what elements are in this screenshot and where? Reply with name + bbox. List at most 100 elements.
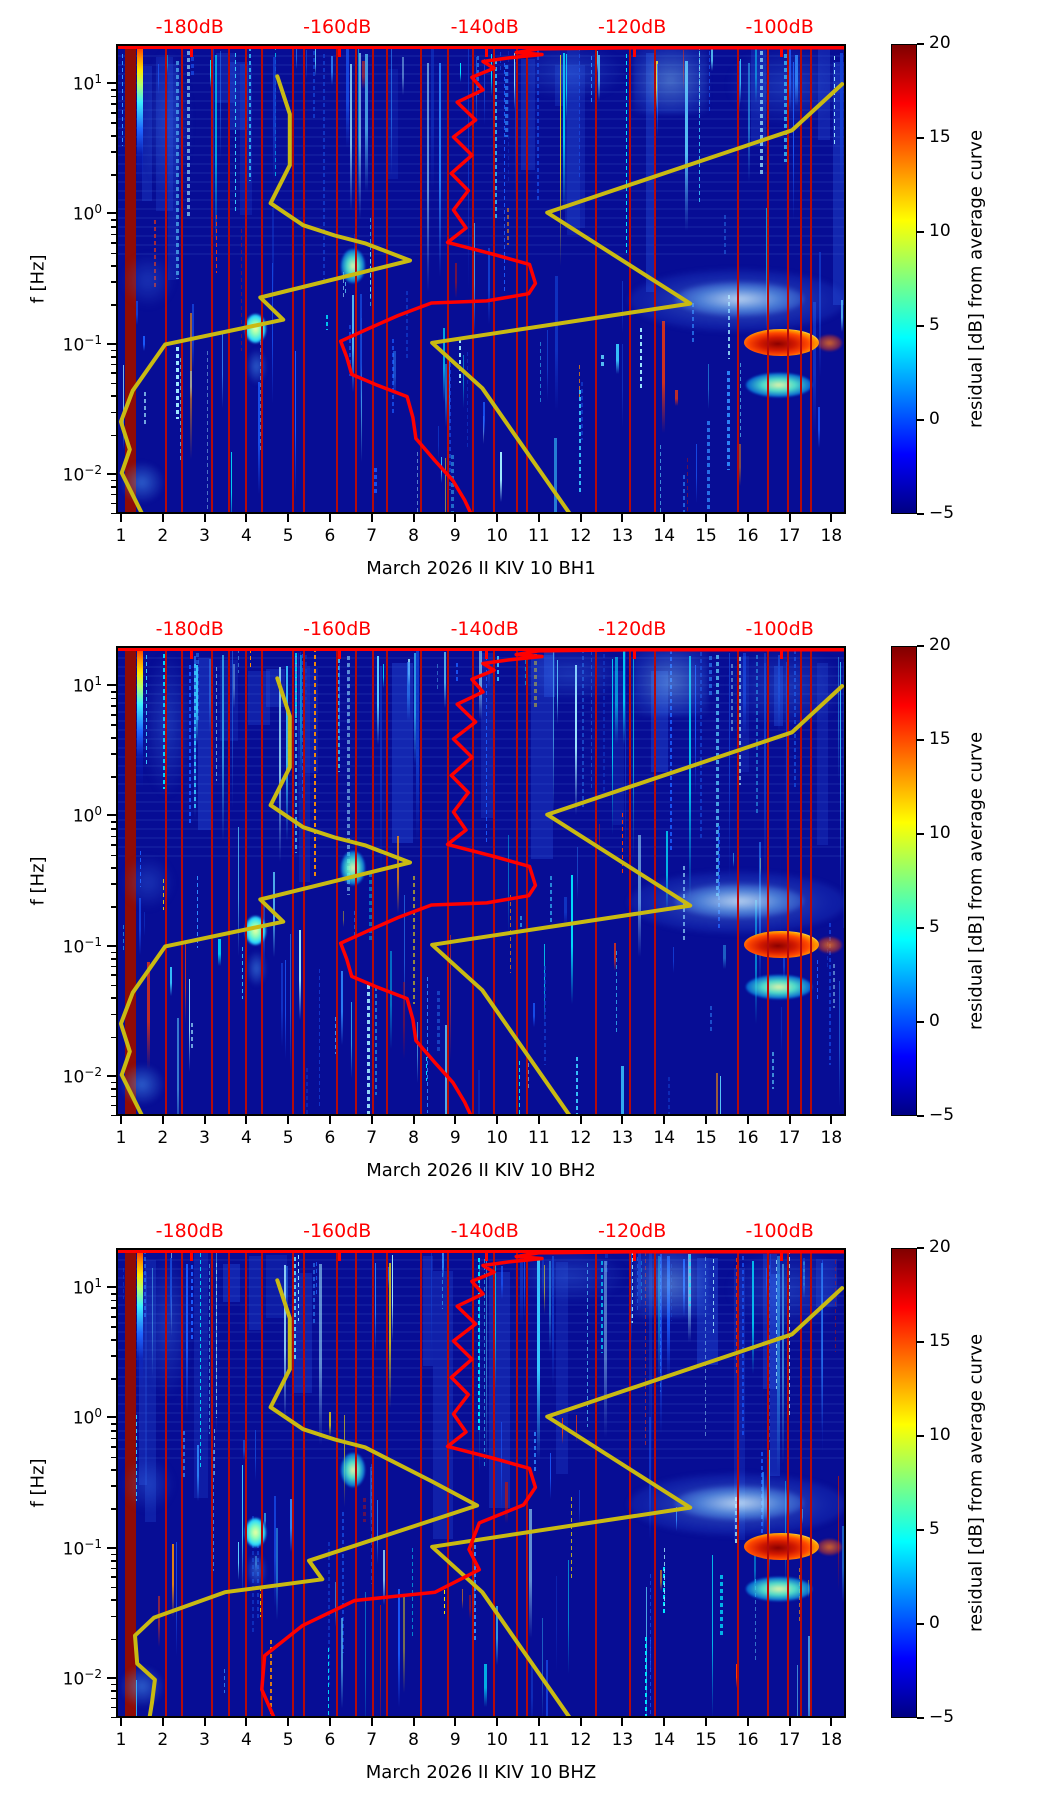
y-axis-minor-tick	[111, 349, 116, 351]
heatmap-streak	[541, 1259, 544, 1299]
event-line	[245, 46, 248, 512]
x-axis-tick	[161, 1718, 164, 1726]
heatmap-streak	[413, 653, 416, 765]
event-line	[446, 46, 449, 512]
heatmap-streak	[575, 664, 578, 815]
heatmap-streak	[387, 68, 399, 179]
x-axis-tick-label: 11	[528, 1730, 550, 1750]
plot-area	[116, 646, 846, 1116]
y-axis-minor-tick	[111, 1423, 116, 1425]
y-axis-minor-tick	[111, 1638, 116, 1640]
heatmap-streak	[564, 896, 568, 925]
heatmap-streak	[769, 1273, 781, 1477]
heatmap-streak	[473, 1537, 476, 1642]
x-axis-tick	[705, 514, 708, 522]
colorbar-tick-label: 20	[929, 33, 951, 53]
heatmap-streak	[739, 59, 741, 103]
top-axis-tick-label: -120dB	[598, 1220, 667, 1242]
heatmap-streak	[123, 924, 125, 954]
heatmap-streak	[351, 1002, 352, 1079]
x-axis-tick-label: 15	[695, 526, 717, 546]
heatmap-streak	[692, 303, 695, 345]
heatmap-streak	[292, 1273, 312, 1393]
heatmap-streak	[391, 1254, 393, 1343]
y-axis-minor-tick	[111, 1326, 116, 1328]
heatmap-streak	[841, 300, 844, 333]
y-axis-tick	[107, 472, 116, 475]
x-axis-tick	[621, 514, 624, 522]
heatmap-streak	[649, 1417, 652, 1541]
heatmap-streak	[819, 251, 821, 377]
heatmap-streak	[820, 1263, 823, 1434]
feature-top-cluster	[632, 1250, 708, 1319]
x-axis-tick	[705, 1718, 708, 1726]
y-axis-minor-tick	[111, 1690, 116, 1692]
heatmap-streak	[554, 276, 558, 411]
heatmap-streak	[158, 1596, 161, 1647]
heatmap-streak	[407, 661, 411, 722]
x-axis-tick	[245, 1718, 248, 1726]
heatmap-streak	[222, 332, 224, 409]
heatmap-streak	[183, 1431, 186, 1479]
heatmap-streak	[469, 1594, 472, 1620]
y-axis-minor-tick	[111, 151, 116, 153]
heatmap-streak	[313, 1262, 316, 1326]
heatmap-streak	[570, 1496, 572, 1579]
y-axis-minor-tick	[111, 502, 116, 505]
heatmap-streak	[271, 208, 274, 296]
heatmap-streak	[667, 1256, 671, 1380]
heatmap-streak	[579, 364, 581, 400]
nhnm-curve	[430, 82, 844, 512]
y-axis-minor-tick	[111, 854, 116, 856]
heatmap-streak	[513, 52, 515, 110]
heatmap-streak	[466, 351, 468, 448]
colorbar-tick	[917, 833, 924, 835]
heatmap-streak	[755, 900, 758, 1024]
x-axis-tick-label: 16	[736, 1730, 759, 1750]
colorbar-tick	[917, 231, 924, 233]
top-axis-tick	[337, 46, 341, 57]
heatmap-streak	[230, 451, 232, 512]
event-line	[799, 1250, 802, 1716]
heatmap-streak	[313, 50, 316, 118]
y-axis-minor-tick	[111, 479, 116, 482]
event-line	[227, 46, 230, 512]
heatmap-streak	[248, 671, 271, 725]
heatmap-streak	[818, 406, 821, 448]
y-axis-minor-tick	[111, 974, 116, 976]
heatmap-streak	[671, 1263, 672, 1321]
heatmap-streak	[484, 1258, 486, 1466]
heatmap-streak	[764, 653, 767, 841]
y-axis-tick-label: 100	[72, 1406, 102, 1429]
colorbar-tick	[917, 1623, 924, 1625]
event-line	[799, 648, 802, 1114]
heatmap-streak	[349, 325, 352, 377]
heatmap-streak	[833, 62, 844, 306]
x-axis-tick	[161, 514, 164, 522]
y-axis-minor-tick	[111, 89, 116, 91]
top-axis-tick	[485, 648, 489, 659]
event-line	[386, 648, 389, 1114]
heatmap-streak	[190, 371, 192, 399]
heatmap-streak	[827, 942, 828, 967]
x-axis-tick	[746, 1116, 749, 1124]
heatmap-streak	[840, 52, 844, 192]
colorbar-tick-label: 0	[929, 1613, 940, 1633]
heatmap-streak	[370, 251, 372, 299]
event-line	[492, 648, 495, 1114]
heatmap-streak	[590, 650, 592, 789]
heatmap-streak	[235, 53, 237, 215]
heatmap-streak	[305, 49, 307, 79]
heatmap-streak	[505, 64, 508, 138]
model-and-psd-curves	[118, 46, 844, 512]
x-axis-tick	[496, 514, 499, 522]
heatmap-streak	[196, 652, 199, 721]
heatmap-streak	[576, 846, 578, 901]
x-axis-tick	[203, 1718, 206, 1726]
y-axis-minor-tick	[111, 1437, 116, 1439]
heatmap-streak	[579, 47, 580, 178]
y-axis-tick	[107, 944, 116, 947]
x-axis-tick-label: 3	[199, 1730, 210, 1750]
heatmap-streak	[616, 951, 617, 1035]
